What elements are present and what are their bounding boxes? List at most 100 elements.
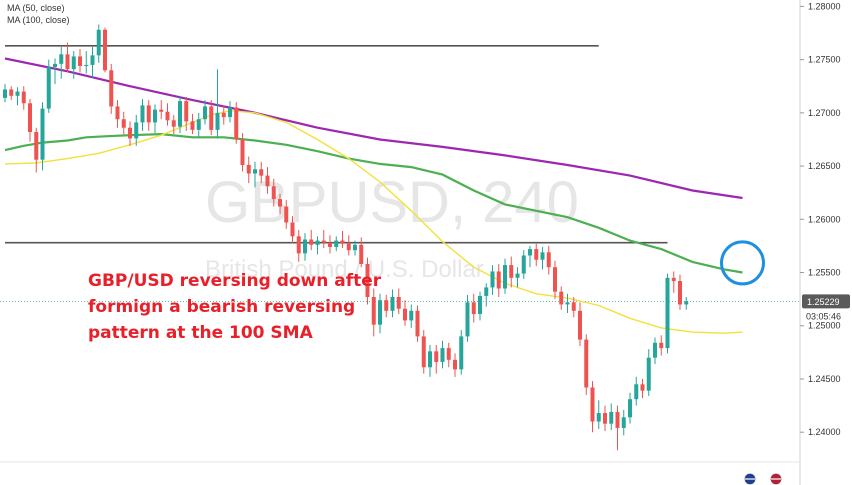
candle bbox=[278, 193, 282, 214]
candle bbox=[371, 288, 376, 337]
candle bbox=[421, 330, 426, 374]
candle bbox=[409, 304, 414, 328]
candle bbox=[515, 267, 520, 288]
candle bbox=[628, 392, 632, 424]
candle bbox=[9, 86, 14, 101]
candle-body bbox=[203, 106, 207, 120]
candle bbox=[234, 102, 239, 144]
candle-body bbox=[15, 91, 20, 96]
candle-body bbox=[21, 91, 26, 104]
candle bbox=[646, 349, 651, 396]
candle-body bbox=[65, 54, 70, 70]
candle bbox=[484, 283, 489, 307]
candle-body bbox=[78, 56, 82, 66]
candle bbox=[34, 127, 39, 173]
candle-body bbox=[553, 267, 557, 292]
candle bbox=[615, 405, 620, 451]
candle bbox=[53, 58, 57, 85]
y-tick-label: 1.28000 bbox=[808, 1, 841, 11]
candle-body bbox=[503, 265, 507, 289]
candle bbox=[240, 133, 245, 172]
candle-body bbox=[140, 105, 145, 123]
candle-body bbox=[559, 291, 564, 305]
candle-body bbox=[453, 359, 457, 370]
candle-body bbox=[465, 302, 470, 337]
candle-body bbox=[546, 252, 551, 268]
candle-body bbox=[271, 186, 276, 200]
candle-body bbox=[665, 277, 670, 349]
candle-body bbox=[240, 139, 245, 165]
flag-icon bbox=[770, 473, 782, 485]
candle bbox=[284, 200, 289, 229]
candle bbox=[396, 288, 401, 315]
candle-body bbox=[9, 89, 14, 96]
ma-200-line bbox=[4, 57, 743, 200]
candle bbox=[671, 271, 676, 293]
candle-body bbox=[584, 339, 589, 388]
candle bbox=[659, 335, 664, 356]
candle-body bbox=[684, 301, 689, 305]
candle-body bbox=[153, 109, 157, 123]
candle-body bbox=[390, 297, 395, 311]
candle-body bbox=[628, 399, 632, 418]
candle-body bbox=[365, 264, 370, 297]
candle bbox=[315, 236, 320, 255]
candle bbox=[678, 274, 682, 310]
y-tick-label: 1.25000 bbox=[808, 321, 841, 331]
candle-body bbox=[478, 295, 482, 315]
candle bbox=[103, 27, 107, 73]
candle bbox=[496, 264, 501, 297]
candle bbox=[109, 63, 114, 114]
candle bbox=[415, 305, 420, 342]
candle bbox=[115, 100, 120, 128]
candle-body bbox=[378, 300, 382, 325]
candle-body bbox=[340, 240, 345, 244]
candle-body bbox=[59, 54, 64, 64]
candle-body bbox=[371, 297, 376, 325]
candle bbox=[71, 51, 76, 79]
candle-body bbox=[640, 384, 645, 391]
candle bbox=[684, 297, 689, 310]
candle bbox=[521, 250, 526, 279]
candle bbox=[65, 42, 70, 73]
candle-body bbox=[171, 120, 176, 127]
candle-body bbox=[659, 342, 664, 349]
candle bbox=[328, 235, 332, 254]
candle-body bbox=[190, 121, 195, 130]
candle-body bbox=[521, 255, 526, 274]
candle-body bbox=[178, 101, 182, 127]
candle bbox=[584, 334, 589, 395]
y-tick-label: 1.25500 bbox=[808, 268, 841, 278]
candle-body bbox=[96, 29, 101, 56]
candle bbox=[634, 376, 639, 406]
candle bbox=[578, 302, 582, 346]
candle bbox=[46, 59, 51, 113]
candle bbox=[40, 102, 45, 171]
candle bbox=[559, 286, 564, 310]
candle bbox=[296, 229, 301, 262]
candle-body bbox=[621, 417, 626, 428]
candle-body bbox=[3, 89, 7, 98]
candle bbox=[428, 344, 432, 377]
candle-body bbox=[353, 244, 357, 251]
candle bbox=[528, 245, 532, 268]
candle-body bbox=[315, 240, 320, 245]
highlight-circle bbox=[720, 240, 765, 286]
annotation-line-3: pattern at the 100 SMA bbox=[88, 323, 313, 343]
candle bbox=[121, 111, 126, 135]
flag-icon bbox=[744, 473, 756, 485]
candle-body bbox=[421, 336, 426, 368]
legend-ma-100: MA (100, close) bbox=[7, 15, 70, 25]
candle-body bbox=[228, 107, 232, 118]
candle bbox=[3, 84, 7, 103]
candle bbox=[590, 381, 595, 433]
candle bbox=[303, 233, 307, 261]
candle-body bbox=[490, 271, 495, 288]
candle-body bbox=[321, 240, 326, 243]
candle bbox=[153, 104, 157, 134]
candle-body bbox=[71, 56, 76, 70]
candle-body bbox=[603, 413, 607, 424]
price-tag-label: 1.25229 bbox=[807, 297, 840, 307]
candle-body bbox=[496, 271, 501, 289]
